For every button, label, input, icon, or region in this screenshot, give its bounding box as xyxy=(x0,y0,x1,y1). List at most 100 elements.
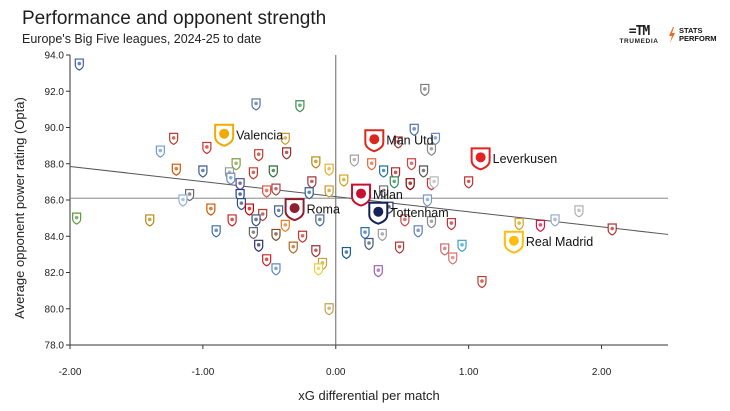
team-badge-dot xyxy=(274,232,278,236)
team-badge-dot xyxy=(442,246,447,251)
chart-point-labels: Valencia Man Utd Leverkusen Milan Roma Totten… xyxy=(236,128,593,249)
team-badge-dot xyxy=(577,208,581,213)
team-badge-dot xyxy=(283,223,288,227)
stats-perform-bolt-icon xyxy=(669,27,675,43)
team-badge-point xyxy=(446,217,456,231)
team-badge-dot xyxy=(367,241,371,245)
y-tick-label: 90.0 xyxy=(45,123,65,134)
team-badge-dot xyxy=(392,179,397,184)
team-badge-dot xyxy=(264,188,269,193)
team-badge-dot xyxy=(284,150,289,155)
team-badge-point xyxy=(244,203,254,216)
team-badge-point xyxy=(198,165,208,178)
team-badge-dot xyxy=(344,250,349,254)
team-badge-dot xyxy=(403,217,407,222)
team-crest-core xyxy=(475,152,486,163)
team-badge-dot xyxy=(327,306,331,311)
team-badge-dot xyxy=(429,146,434,151)
team-badge-point xyxy=(349,154,359,167)
team-badge-dot xyxy=(421,168,426,173)
team-badge-dot xyxy=(238,181,242,185)
team-badge-dot xyxy=(316,266,321,271)
team-badge-dot xyxy=(228,175,233,180)
y-tick-label: 80.0 xyxy=(45,304,65,315)
team-badge-dot xyxy=(397,244,402,249)
team-badge-dot xyxy=(158,148,163,153)
team-badge-dot xyxy=(376,268,381,272)
team-badge-point xyxy=(211,225,221,238)
team-crest-core xyxy=(219,128,230,139)
y-tick-label: 92.0 xyxy=(45,87,65,98)
team-badge-dot xyxy=(310,179,314,184)
team-badge-point xyxy=(295,100,305,113)
team-badge-dot xyxy=(307,190,311,195)
team-badge-point xyxy=(413,225,423,238)
trumedia-logo-text: TRUMEDIA xyxy=(619,38,659,45)
team-crest-core xyxy=(369,134,380,145)
team-badge-point xyxy=(227,214,237,227)
x-tick-label: 2.00 xyxy=(592,367,612,378)
team-badge-dot xyxy=(318,217,322,222)
team-badge-dot xyxy=(174,166,179,171)
team-badge-point xyxy=(367,158,377,171)
team-badge-point xyxy=(311,156,321,169)
team-badge-dot xyxy=(77,61,82,66)
team-badge-point xyxy=(231,158,241,171)
team-badge-point xyxy=(271,263,281,276)
team-badge-point xyxy=(280,132,290,146)
labeled-team-point xyxy=(351,183,372,207)
team-badge-point xyxy=(236,198,247,211)
labeled-team-point xyxy=(470,147,491,171)
team-badge-dot xyxy=(393,170,398,175)
team-badge-point xyxy=(464,176,474,189)
team-badge-dot xyxy=(214,228,218,233)
x-tick-label: -2.00 xyxy=(59,367,82,378)
team-badge-point xyxy=(271,228,281,242)
team-badge-point xyxy=(248,167,258,180)
y-tick-label: 86.0 xyxy=(45,196,65,207)
stats-perform-text-line1: STATS xyxy=(679,26,703,35)
trumedia-logo: =TM TRUMEDIA xyxy=(618,25,660,45)
team-badge-dot xyxy=(408,181,412,185)
team-badge-dot xyxy=(247,206,252,211)
team-badge-point xyxy=(418,165,429,178)
team-label: Man Utd xyxy=(386,134,433,148)
team-badge-point xyxy=(426,216,437,229)
team-badge-point xyxy=(379,165,389,178)
team-badge-point xyxy=(304,187,314,200)
labeled-team-point xyxy=(368,201,389,225)
team-badge-point xyxy=(288,241,298,254)
team-badge-dot xyxy=(449,221,454,225)
team-crest-core xyxy=(356,188,367,199)
team-badge-dot xyxy=(251,170,256,175)
team-label: Leverkusen xyxy=(493,152,558,166)
team-badge-dot xyxy=(256,243,261,247)
team-badge-point xyxy=(341,246,352,260)
team-badge-dot xyxy=(327,166,331,171)
team-badge-point xyxy=(373,265,383,278)
team-badge-point xyxy=(324,303,334,316)
team-badge-point xyxy=(235,178,245,191)
team-badge-point xyxy=(254,239,264,252)
stats-perform-text-line2: PERFORM xyxy=(679,34,717,43)
team-badge-dot xyxy=(256,152,261,156)
team-badge-point xyxy=(274,205,284,218)
team-badge-point xyxy=(262,254,272,267)
team-badge-point xyxy=(377,228,387,242)
team-badge-point xyxy=(72,212,82,225)
team-badge-dot xyxy=(205,145,209,149)
team-badge-dot xyxy=(409,161,414,166)
team-badge-dot xyxy=(274,186,278,191)
y-tick-label: 94.0 xyxy=(45,51,65,62)
chart-axes: 78.0 80.0 82.0 84.0 86.0 88.0 90.0 92.0 94.0 -2.0… xyxy=(45,51,668,378)
team-badge-dot xyxy=(187,192,192,196)
team-label: Real Madrid xyxy=(526,235,593,249)
team-badge-point xyxy=(420,83,430,97)
team-badge-dot xyxy=(238,192,242,196)
team-badge-dot xyxy=(274,266,278,271)
team-badge-point xyxy=(477,275,487,289)
y-tick-label: 88.0 xyxy=(45,159,65,170)
team-badge-point xyxy=(202,141,212,155)
team-badge-dot xyxy=(234,161,238,166)
team-crest-core xyxy=(289,203,300,214)
